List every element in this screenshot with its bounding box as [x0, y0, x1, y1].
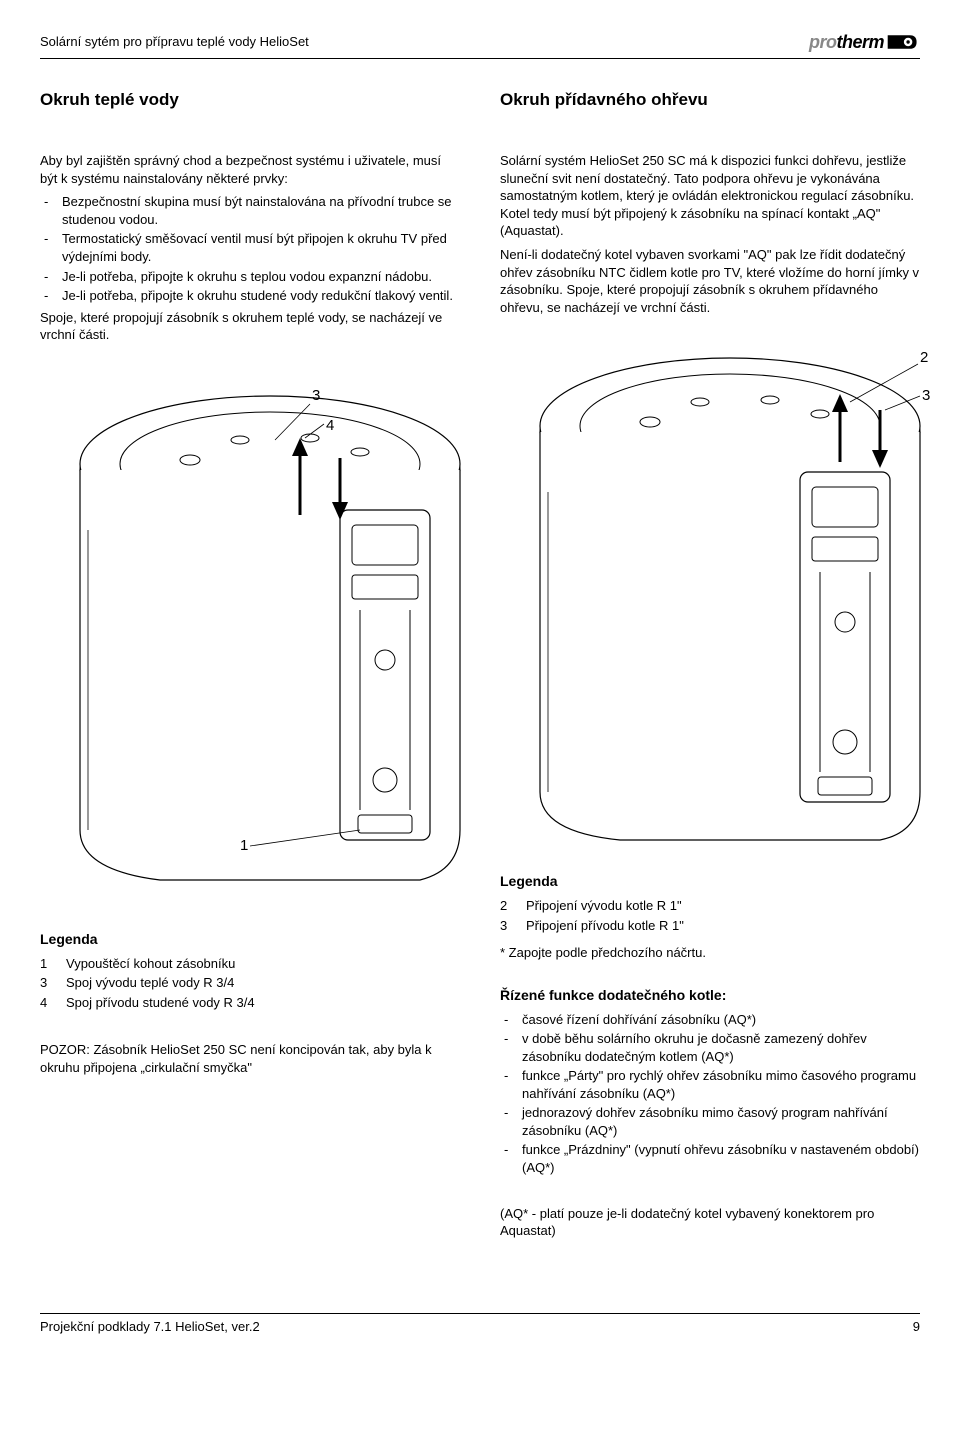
callout-3: 3	[312, 387, 320, 404]
right-func-list: časové řízení dohřívání zásobníku (AQ*) …	[500, 1011, 920, 1177]
legend-row: 3Připojení přívodu kotle R 1"	[500, 917, 920, 935]
left-figure: 3 4 1	[40, 360, 460, 900]
brand-text-gray: pro	[809, 32, 837, 52]
brand-mark-icon	[886, 31, 920, 53]
left-legend: 1Vypouštěcí kohout zásobníku 3Spoj vývod…	[40, 955, 460, 1012]
document-title: Solární sytém pro přípravu teplé vody He…	[40, 33, 309, 51]
list-item: Termostatický směšovací ventil musí být …	[40, 230, 460, 265]
right-func-title: Řízené funkce dodatečného kotle:	[500, 986, 920, 1005]
right-para1: Solární systém HelioSet 250 SC má k disp…	[500, 152, 920, 240]
brand-text-black: therm	[836, 32, 884, 52]
list-item: jednorazový dohřev zásobníku mimo časový…	[500, 1104, 920, 1139]
callout-4: 4	[326, 417, 334, 434]
page-header: Solární sytém pro přípravu teplé vody He…	[40, 30, 920, 59]
legend-row: 3Spoj vývodu teplé vody R 3/4	[40, 974, 460, 992]
list-item: Je-li potřeba, připojte k okruhu s teplo…	[40, 268, 460, 286]
right-para2: Není-li dodatečný kotel vybaven svorkami…	[500, 246, 920, 316]
callout-2: 2	[920, 349, 928, 366]
footer-page-number: 9	[913, 1318, 920, 1336]
legend-row: 2Připojení vývodu kotle R 1"	[500, 897, 920, 915]
list-item: Je-li potřeba, připojte k okruhu studené…	[40, 287, 460, 305]
left-intro: Aby byl zajištěn správný chod a bezpečno…	[40, 152, 460, 187]
legend-row: 1Vypouštěcí kohout zásobníku	[40, 955, 460, 973]
left-legend-title: Legenda	[40, 930, 460, 949]
left-warning-note: POZOR: Zásobník HelioSet 250 SC není kon…	[40, 1041, 460, 1076]
right-legend-title: Legenda	[500, 872, 920, 891]
right-aq-note: (AQ* - platí pouze je-li dodatečný kotel…	[500, 1205, 920, 1240]
list-item: Bezpečnostní skupina musí být nainstalov…	[40, 193, 460, 228]
left-after-text: Spoje, které propojují zásobník s okruhe…	[40, 309, 460, 344]
list-item: funkce „Prázdniny" (vypnutí ohřevu zásob…	[500, 1141, 920, 1176]
tank-diagram-left: 3 4 1	[40, 360, 480, 900]
callout-1: 1	[240, 837, 248, 854]
left-section-title: Okruh teplé vody	[40, 89, 460, 112]
callout-3: 3	[922, 387, 930, 404]
list-item: časové řízení dohřívání zásobníku (AQ*)	[500, 1011, 920, 1029]
tank-diagram-right: 2 3	[500, 332, 940, 842]
right-section-title: Okruh přídavného ohřevu	[500, 89, 920, 112]
list-item: v době běhu solárního okruhu je dočasně …	[500, 1030, 920, 1065]
brand-logo: protherm	[809, 30, 920, 54]
right-legend: 2Připojení vývodu kotle R 1" 3Připojení …	[500, 897, 920, 934]
list-item: funkce „Párty" pro rychlý ohřev zásobník…	[500, 1067, 920, 1102]
left-column: Okruh teplé vody Aby byl zajištěn správn…	[40, 89, 460, 1252]
right-column: Okruh přídavného ohřevu Solární systém H…	[500, 89, 920, 1252]
right-figure: 2 3	[500, 332, 920, 842]
page-footer: Projekční podklady 7.1 HelioSet, ver.2 9	[40, 1313, 920, 1336]
right-star-note: * Zapojte podle předchozího náčrtu.	[500, 944, 920, 962]
footer-left: Projekční podklady 7.1 HelioSet, ver.2	[40, 1318, 260, 1336]
legend-row: 4Spoj přívodu studené vody R 3/4	[40, 994, 460, 1012]
left-bullet-list: Bezpečnostní skupina musí být nainstalov…	[40, 193, 460, 304]
